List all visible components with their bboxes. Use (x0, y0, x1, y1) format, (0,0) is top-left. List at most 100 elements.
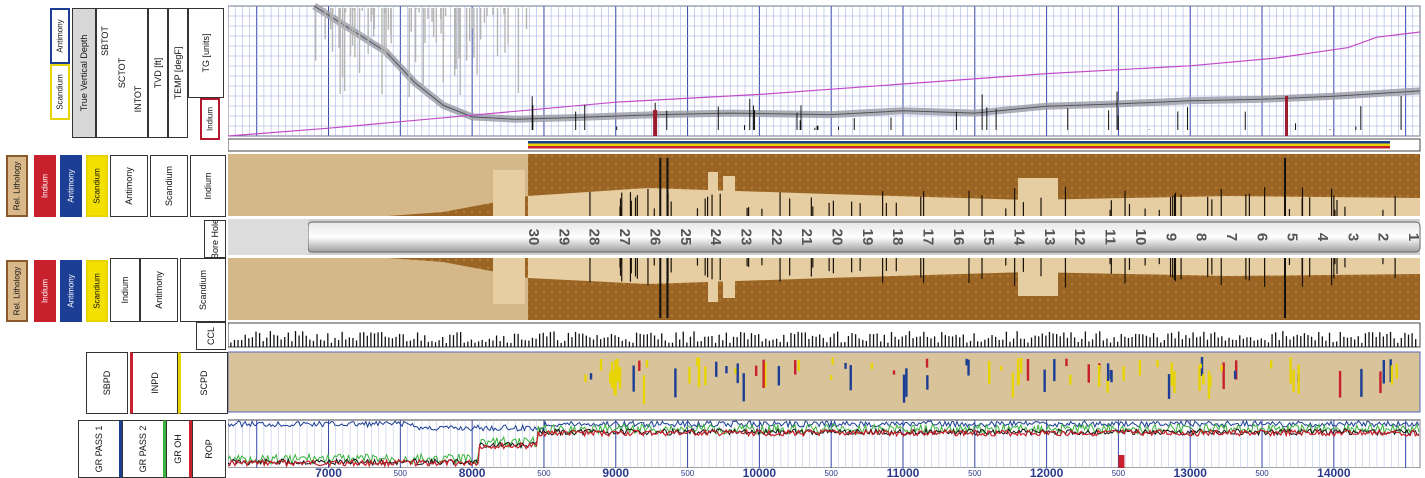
borehole-marker: 2 (1375, 233, 1392, 241)
pd-bar (794, 360, 797, 375)
inpd-label: INPD (150, 372, 160, 394)
x-minor-tick-label: 500 (537, 469, 551, 478)
true-vertical-depth-label: True Vertical Depth (79, 34, 89, 112)
pd-bar (704, 366, 707, 386)
antimony-swatch-label: Antimony (55, 19, 65, 53)
pd-bar (1053, 359, 1056, 382)
x-tick-label: 12000 (1030, 466, 1064, 478)
antimony-swatch-3: Antimony (60, 260, 82, 322)
pd-bar (1026, 358, 1030, 381)
depth-axis-bg (228, 468, 1425, 478)
borehole-marker: 17 (920, 229, 937, 246)
pd-bar (1198, 365, 1201, 391)
indium-scale-label-2: Indium (203, 172, 213, 200)
pd-bar (754, 365, 758, 376)
ccl-ticks (230, 331, 1417, 347)
pd-bar (742, 373, 745, 402)
borehole-marker: 18 (889, 229, 906, 246)
pd-bar (831, 357, 834, 365)
tvd-depth-label-box: True Vertical Depth (72, 8, 96, 138)
sbpd-scale: SBPD (86, 352, 128, 414)
rop-label: ROP (204, 439, 214, 459)
antimony-scale-label-2: Antimony (124, 167, 134, 205)
ccl-label: CCL (206, 326, 216, 346)
pd-bar (1043, 369, 1046, 392)
pd-bar (870, 363, 874, 370)
indium-scale-3: Indium (110, 258, 140, 322)
pd-bar (1167, 374, 1171, 399)
gr-oh-label: GR OH (173, 434, 183, 464)
log-plot: 30 29 28 27 26 25 24 23 22 21 20 19 18 17 16 15 14 13 12 11… (228, 3, 1425, 478)
pd-bar (1011, 372, 1015, 398)
pd-bar (965, 358, 968, 366)
gr-oh-scale: GR OH (166, 420, 192, 478)
scandium-swatch-label: Scandium (55, 74, 65, 110)
pd-bar (1106, 363, 1110, 381)
pd-bar (1297, 364, 1300, 394)
lithology-label-3: Rel. Lithology (12, 266, 22, 316)
pd-bar (734, 368, 737, 375)
gr-pass1-label: GR PASS 1 (94, 425, 104, 473)
antimony-swatch: Antimony (50, 8, 70, 64)
x-tick-label: 10000 (743, 466, 777, 478)
antimony-scale-2: Antimony (110, 155, 148, 217)
borehole-marker: 25 (677, 229, 694, 246)
rop-curve (228, 427, 1420, 467)
pd-bar (1106, 375, 1109, 393)
x-minor-tick-label: 500 (1112, 469, 1126, 478)
pd-bar (1207, 370, 1211, 399)
scandium-swatch-2: Scandium (86, 155, 108, 217)
pd-bar (1109, 369, 1113, 379)
pd-bar (902, 374, 906, 403)
scpd-label: SCPD (199, 370, 209, 396)
pd-bar (1065, 358, 1068, 367)
pd-bar (1170, 362, 1173, 386)
tot-scale-box: SBTOT SCTOT INTOT (96, 8, 148, 138)
borehole-label-box: Bore Hole (204, 220, 226, 258)
pd-bar (1017, 371, 1020, 384)
pd-bar (1390, 365, 1394, 385)
borehole-marker: 20 (828, 229, 845, 246)
pd-bar (614, 372, 617, 396)
color-band (228, 138, 1421, 152)
pd-bar (829, 375, 833, 380)
pd-bar (844, 362, 847, 369)
track1-curves (228, 3, 1421, 137)
pd-bars (584, 356, 1398, 405)
indium-label-2: Indium (40, 173, 50, 199)
borehole-track (228, 219, 1421, 255)
scpd-scale: SCPD (178, 352, 228, 414)
borehole-marker: 5 (1284, 233, 1301, 241)
tvd-label: TVD [ft] (153, 57, 163, 89)
scandium-swatch: Scandium (50, 64, 70, 120)
borehole-marker: 12 (1071, 229, 1088, 246)
borehole-marker: 28 (586, 229, 603, 246)
sbtot-label: SBTOT (100, 26, 110, 56)
borehole-marker: 9 (1162, 233, 1179, 241)
temp-label: TEMP [degF] (173, 46, 183, 100)
lithology-label: Rel. Lithology (12, 161, 22, 211)
scandium-label-2: Scandium (92, 168, 102, 204)
antimony-label-2: Antimony (66, 169, 76, 203)
indium-peak (653, 110, 658, 136)
pd-bar (1338, 370, 1342, 398)
pd-bar (1019, 357, 1023, 373)
scandium-scale-2: Scandium (150, 155, 188, 217)
antimony-label-3: Antimony (66, 274, 76, 308)
track3-spikes (589, 258, 1396, 318)
pd-bar (1097, 365, 1101, 387)
indium-peak (1285, 96, 1289, 136)
borehole-marker: 10 (1132, 229, 1149, 246)
borehole-marker: 3 (1344, 233, 1361, 241)
pd-bar (1234, 360, 1238, 380)
antimony-scale-3: Antimony (140, 258, 178, 322)
pd-bar (797, 359, 800, 372)
gr-pass2-scale: GR PASS 2 (122, 420, 166, 478)
borehole-marker: 15 (980, 229, 997, 246)
track1-grid (228, 5, 1421, 137)
pd-bar (762, 359, 765, 388)
x-minor-tick-label: 500 (681, 469, 695, 478)
pd-bar (584, 374, 587, 383)
pd-bar (1395, 363, 1398, 379)
pd-bar (1087, 364, 1090, 383)
